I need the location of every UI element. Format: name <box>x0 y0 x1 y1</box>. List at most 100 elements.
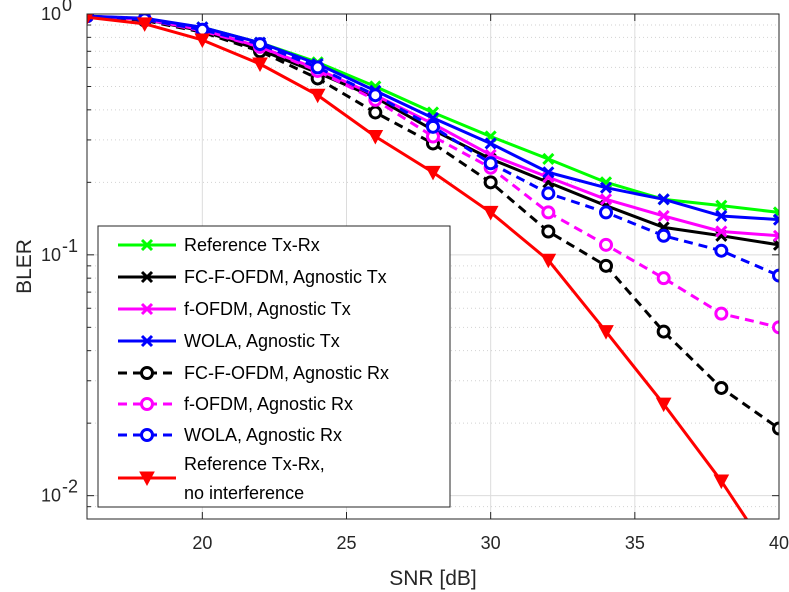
data-point <box>656 324 671 339</box>
data-point <box>310 60 325 75</box>
data-point <box>194 33 211 49</box>
legend-entry: f-OFDM, Agnostic Rx <box>118 394 353 414</box>
x-tick-label: 25 <box>336 533 356 553</box>
marker-stroke <box>140 302 154 316</box>
marker-stroke <box>772 233 779 242</box>
data-point <box>87 14 94 26</box>
data-point <box>713 474 730 490</box>
data-point <box>714 380 729 395</box>
legend-label: f-OFDM, Agnostic Tx <box>184 299 351 319</box>
legend-label: FC-F-OFDM, Agnostic Tx <box>184 267 387 287</box>
legend-entry: FC-F-OFDM, Agnostic Tx <box>118 267 387 287</box>
y-tick-exponent: -2 <box>62 477 78 497</box>
data-point <box>426 119 440 134</box>
data-point <box>656 228 671 243</box>
y-tick-label: 10 <box>41 245 61 265</box>
marker-stroke <box>772 206 779 215</box>
marker-stroke <box>140 238 154 252</box>
legend-entry: WOLA, Agnostic Tx <box>118 331 340 351</box>
data-point <box>715 209 728 223</box>
data-point <box>772 238 779 251</box>
data-point <box>253 37 267 52</box>
legend-label: WOLA, Agnostic Tx <box>184 331 340 351</box>
data-point <box>309 88 326 104</box>
data-point <box>656 271 671 286</box>
legend-label: FC-F-OFDM, Agnostic Rx <box>184 363 389 383</box>
legend-entry: WOLA, Agnostic Rx <box>118 425 342 445</box>
data-point <box>136 17 153 32</box>
data-point <box>252 57 268 73</box>
marker-stroke <box>715 209 728 223</box>
y-tick-exponent: 0 <box>62 0 72 15</box>
y-tick-label: 10 <box>41 4 61 24</box>
series-7 <box>87 14 779 283</box>
x-tick-label: 35 <box>625 533 645 553</box>
marker-stroke <box>484 137 497 150</box>
data-point <box>367 129 384 145</box>
data-point <box>483 175 498 190</box>
marker-stroke <box>599 181 613 194</box>
data-point <box>541 224 556 239</box>
x-axis-label: SNR [dB] <box>389 567 477 590</box>
data-point <box>482 205 499 221</box>
data-point <box>484 137 497 150</box>
marker-stroke <box>772 217 779 226</box>
data-point <box>599 237 613 252</box>
data-point <box>540 253 557 269</box>
data-point <box>772 421 779 436</box>
marker-stroke <box>772 213 779 222</box>
x-tick-label: 20 <box>192 533 212 553</box>
marker-stroke <box>715 199 728 212</box>
data-point <box>368 105 383 120</box>
legend-marker <box>140 334 154 348</box>
y-axis-label: BLER <box>13 239 36 294</box>
marker-stroke <box>772 229 779 238</box>
marker-stroke <box>542 152 555 166</box>
data-layer <box>87 14 786 575</box>
legend-marker <box>140 428 154 442</box>
marker-stroke <box>772 238 779 247</box>
data-point <box>714 243 729 258</box>
plot-frame <box>86 13 780 520</box>
legend-label: Reference Tx-Rx <box>184 235 320 255</box>
data-point <box>772 213 779 226</box>
marker-stroke <box>657 193 670 206</box>
marker-stroke <box>772 242 779 251</box>
marker-stroke <box>140 334 154 348</box>
data-point <box>599 205 613 220</box>
marker-stroke <box>599 193 613 206</box>
legend-marker <box>140 270 154 284</box>
data-point <box>599 258 613 273</box>
legend-box <box>97 225 451 508</box>
legend-label: f-OFDM, Agnostic Rx <box>184 394 353 414</box>
series-8 <box>87 14 786 575</box>
legend-marker <box>140 238 154 252</box>
y-tick-exponent: -1 <box>62 236 78 256</box>
data-point <box>542 166 555 179</box>
data-point <box>772 320 779 335</box>
data-point <box>599 181 613 194</box>
data-point <box>657 209 670 223</box>
legend-entry: f-OFDM, Agnostic Tx <box>118 299 351 319</box>
legend-entry: Reference Tx-Rx <box>118 235 320 255</box>
legend-marker <box>140 366 154 380</box>
legend-marker <box>140 302 154 316</box>
marker-stroke <box>657 209 670 223</box>
data-point <box>368 88 383 103</box>
data-point <box>714 306 729 321</box>
data-point <box>425 165 441 181</box>
data-point <box>483 156 498 171</box>
legend-label: no interference <box>184 483 304 503</box>
data-point <box>715 199 728 212</box>
x-tick-label: 30 <box>481 533 501 553</box>
marker-stroke <box>140 270 154 284</box>
y-tick-label: 10 <box>41 486 61 506</box>
data-point <box>541 205 556 220</box>
data-point <box>542 152 555 166</box>
marker-stroke <box>542 166 555 179</box>
data-point <box>772 562 786 575</box>
legend: Reference Tx-Rx FC-F-OFDM, Agnostic Tx f-O… <box>97 225 451 508</box>
marker-stroke <box>715 225 728 238</box>
legend-label: Reference Tx-Rx, <box>184 454 325 474</box>
